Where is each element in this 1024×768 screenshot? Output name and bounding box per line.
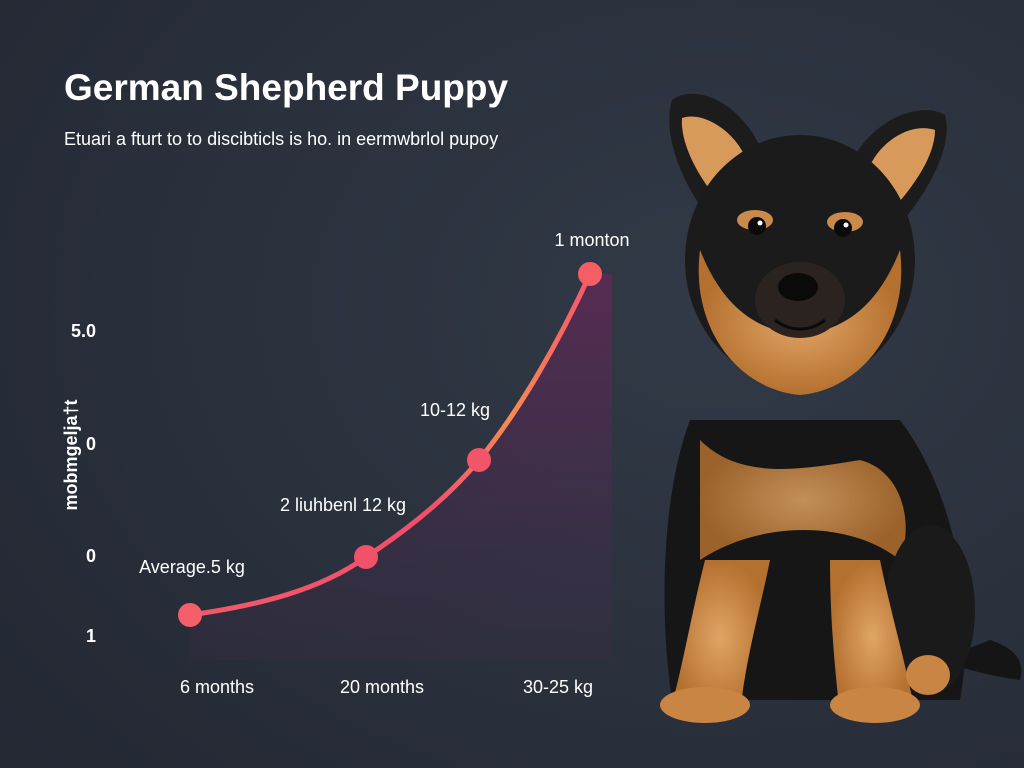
y-tick-label: 0 [86,546,96,566]
y-tick-label: 1 [86,626,96,646]
puppy-illustration [660,93,1022,723]
point-label: 2 liuhbenl 12 kg [280,495,406,515]
title: German Shepherd Puppy [64,67,509,108]
point-label: Average.5 kg [139,557,245,577]
x-tick-label: 20 months [340,677,424,697]
y-axis-label: mobmgelja†t [61,399,81,510]
point [354,545,378,569]
x-tick-label: 30-25 kg [523,677,593,697]
subtitle: Etuari a fturt to to discibticls is ho. … [64,129,498,149]
y-tick-label: 5.0 [71,321,96,341]
point-label: 10-12 kg [420,400,490,420]
growth-curve [187,271,593,618]
point [578,262,602,286]
point [467,448,491,472]
point-label: 1 monton [554,230,629,250]
y-tick-label: 0 [86,434,96,454]
area-fill [190,274,612,660]
x-tick-label: 6 months [180,677,254,697]
point [178,603,202,627]
